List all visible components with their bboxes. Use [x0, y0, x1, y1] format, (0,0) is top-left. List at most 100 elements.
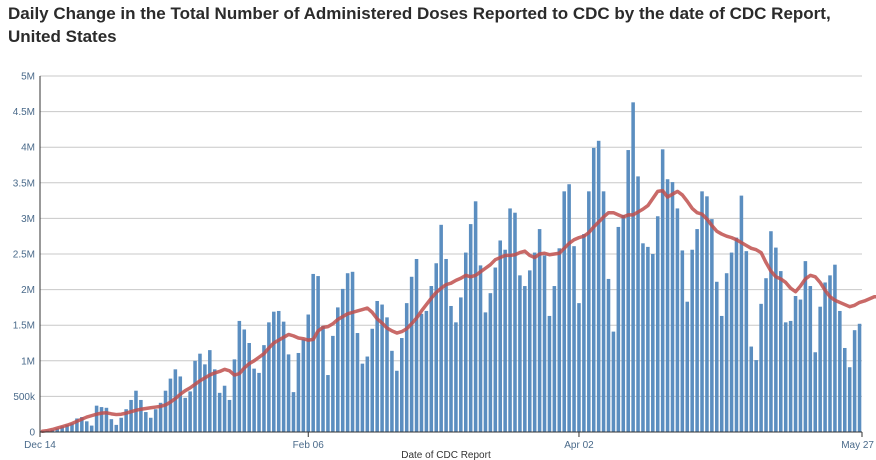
bar[interactable] [660, 149, 665, 432]
bar[interactable] [803, 261, 808, 432]
bar[interactable] [222, 385, 227, 432]
bar[interactable] [80, 417, 84, 432]
bar[interactable] [409, 276, 414, 432]
bar[interactable] [316, 276, 320, 432]
bar[interactable] [267, 322, 271, 432]
bar[interactable] [537, 229, 542, 432]
bar[interactable] [144, 412, 148, 432]
bar[interactable] [153, 409, 158, 432]
bar[interactable] [473, 201, 478, 432]
bar[interactable] [557, 248, 562, 432]
bar[interactable] [232, 359, 237, 432]
bar[interactable] [296, 352, 301, 432]
bar[interactable] [463, 252, 468, 432]
bar[interactable] [532, 252, 537, 432]
bar[interactable] [355, 333, 360, 432]
bar[interactable] [311, 273, 315, 432]
bar[interactable] [542, 255, 547, 432]
bar[interactable] [838, 310, 842, 432]
bar[interactable] [847, 367, 852, 432]
bar[interactable] [710, 219, 714, 432]
bar[interactable] [483, 312, 488, 432]
bar[interactable] [227, 399, 232, 432]
bar[interactable] [616, 226, 621, 432]
bar[interactable] [788, 320, 793, 432]
bar[interactable] [601, 191, 606, 432]
bar[interactable] [685, 301, 690, 432]
bar[interactable] [527, 270, 532, 432]
bar[interactable] [119, 417, 123, 432]
bar[interactable] [764, 278, 768, 432]
bar[interactable] [429, 286, 434, 432]
bar[interactable] [444, 258, 448, 432]
bar[interactable] [587, 191, 591, 432]
bar[interactable] [779, 271, 783, 432]
seven-day-average-line[interactable] [40, 188, 876, 434]
bar[interactable] [65, 424, 69, 432]
bar[interactable] [503, 249, 507, 432]
bar[interactable] [700, 191, 704, 432]
bar[interactable] [99, 407, 104, 432]
bar[interactable] [419, 313, 424, 432]
bar[interactable] [94, 405, 99, 432]
bar[interactable] [257, 372, 261, 432]
bar[interactable] [217, 392, 222, 432]
bar[interactable] [759, 303, 763, 432]
bar[interactable] [572, 246, 576, 432]
bar[interactable] [178, 376, 183, 432]
bar[interactable] [621, 214, 626, 432]
bar[interactable] [596, 140, 601, 433]
bar[interactable] [114, 424, 119, 432]
bar[interactable] [857, 323, 862, 432]
bar[interactable] [843, 347, 847, 432]
bar[interactable] [833, 264, 837, 432]
bar[interactable] [188, 391, 192, 432]
bar[interactable] [158, 402, 163, 432]
bar[interactable] [109, 419, 114, 432]
bar[interactable] [518, 275, 522, 432]
bar[interactable] [404, 303, 409, 432]
bar[interactable] [591, 147, 596, 432]
bar[interactable] [336, 307, 340, 432]
bar[interactable] [345, 273, 350, 432]
bar[interactable] [754, 360, 758, 432]
bar[interactable] [449, 305, 453, 432]
bar[interactable] [577, 303, 581, 432]
bar[interactable] [646, 246, 650, 432]
bar[interactable] [395, 370, 399, 432]
bar[interactable] [321, 325, 325, 432]
bar[interactable] [375, 300, 379, 432]
bar[interactable] [306, 314, 311, 432]
bar[interactable] [424, 310, 429, 432]
bar[interactable] [478, 265, 483, 432]
bar[interactable] [744, 251, 749, 432]
bar[interactable] [242, 329, 247, 432]
bar[interactable] [695, 229, 699, 432]
bar[interactable] [183, 397, 187, 432]
bar[interactable] [523, 286, 527, 432]
bar[interactable] [459, 297, 463, 432]
bar[interactable] [104, 407, 109, 432]
bar[interactable] [729, 252, 734, 432]
bar[interactable] [168, 378, 173, 432]
bar[interactable] [148, 417, 153, 432]
bar[interactable] [237, 320, 242, 432]
bar[interactable] [774, 247, 778, 432]
bar[interactable] [272, 311, 276, 432]
bar[interactable] [828, 275, 832, 432]
bar[interactable] [769, 231, 773, 432]
bar[interactable] [567, 184, 571, 432]
bar[interactable] [281, 321, 286, 432]
bar[interactable] [665, 179, 670, 432]
bar[interactable] [55, 428, 59, 432]
bar[interactable] [291, 392, 296, 432]
bar[interactable] [340, 288, 345, 432]
bar[interactable] [655, 216, 660, 432]
bar[interactable] [390, 350, 394, 432]
bar[interactable] [498, 240, 502, 432]
bar[interactable] [715, 281, 719, 432]
bar[interactable] [286, 354, 291, 432]
bar[interactable] [690, 249, 694, 432]
bar[interactable] [611, 331, 616, 432]
bar[interactable] [636, 176, 640, 432]
